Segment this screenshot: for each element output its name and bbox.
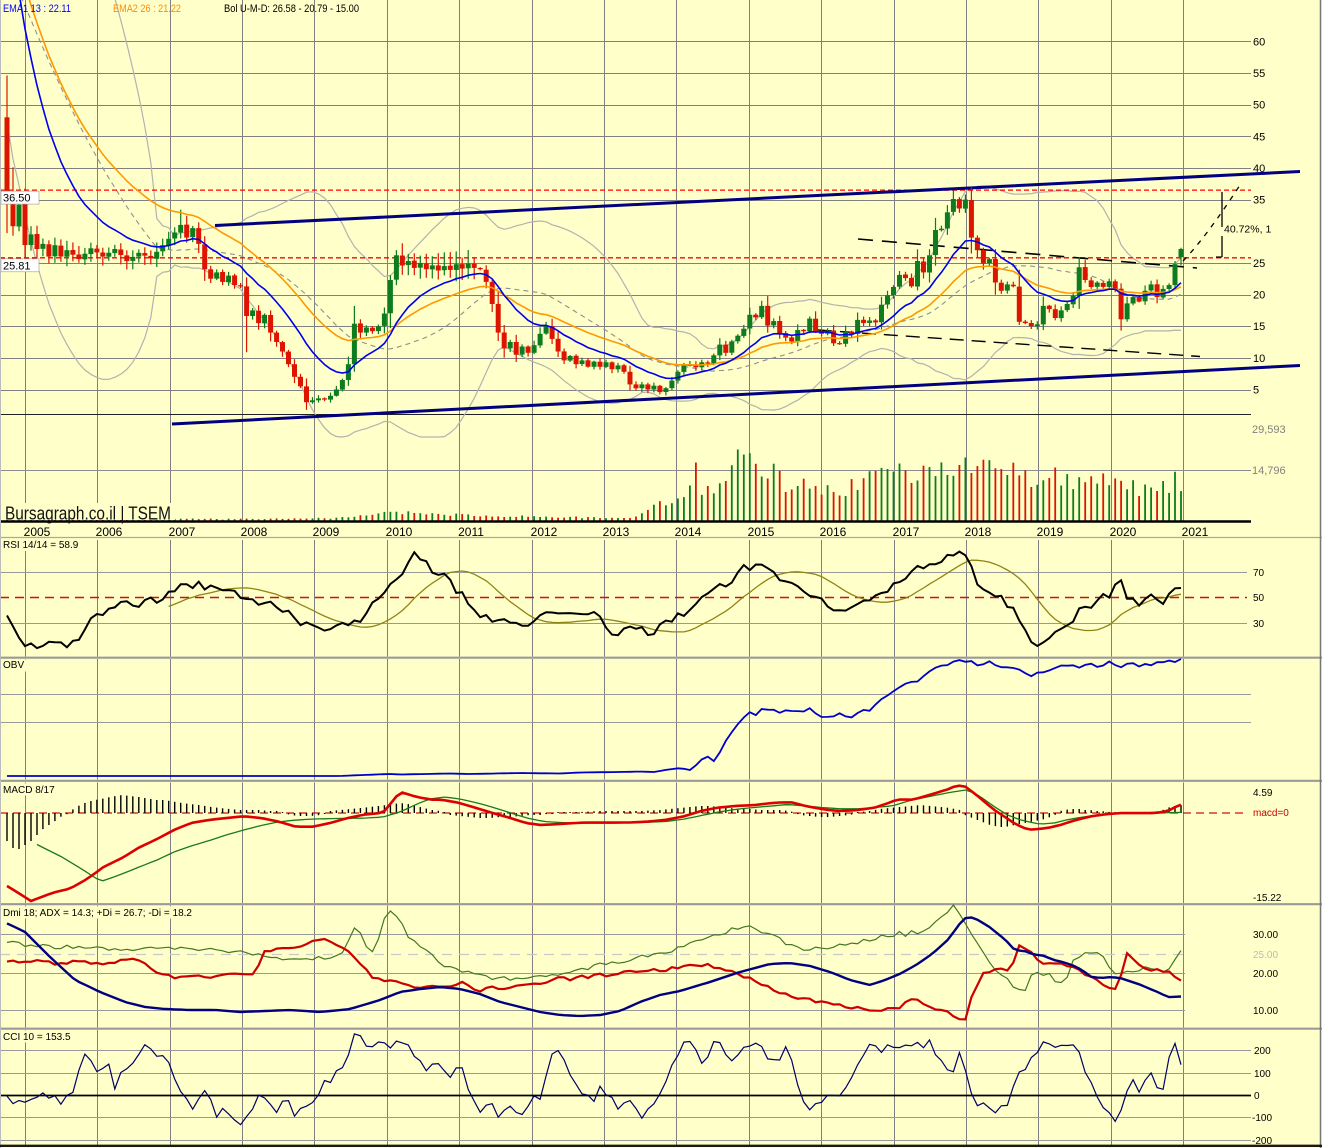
svg-text:10.00: 10.00 (1253, 1006, 1278, 1017)
svg-text:macd=0: macd=0 (1253, 808, 1289, 819)
svg-text:2017: 2017 (893, 525, 920, 539)
svg-text:2008: 2008 (241, 525, 268, 539)
svg-text:25: 25 (1253, 258, 1265, 270)
svg-text:2016: 2016 (820, 525, 847, 539)
svg-text:CCI 10 = 153.5: CCI 10 = 153.5 (3, 1032, 71, 1043)
svg-text:-200: -200 (1252, 1136, 1272, 1147)
svg-text:25.81: 25.81 (3, 260, 31, 272)
svg-text:MACD 8/17: MACD 8/17 (3, 785, 55, 796)
svg-text:2013: 2013 (603, 525, 630, 539)
svg-text:50: 50 (1253, 100, 1265, 112)
svg-text:20.00: 20.00 (1253, 969, 1278, 980)
svg-text:30.00: 30.00 (1253, 930, 1278, 941)
svg-text:Bursagraph.co.il | TSEM: Bursagraph.co.il | TSEM (5, 504, 171, 524)
svg-text:55: 55 (1253, 68, 1265, 80)
svg-text:30: 30 (1253, 619, 1265, 630)
svg-text:2014: 2014 (675, 525, 702, 539)
svg-text:2018: 2018 (965, 525, 992, 539)
svg-text:2015: 2015 (748, 525, 775, 539)
svg-text:2019: 2019 (1037, 525, 1064, 539)
svg-text:2007: 2007 (169, 525, 196, 539)
svg-text:35: 35 (1253, 195, 1265, 207)
svg-text:EMA1 13 : 22.11: EMA1 13 : 22.11 (3, 3, 71, 15)
svg-text:40: 40 (1253, 163, 1265, 175)
svg-text:2009: 2009 (313, 525, 340, 539)
svg-text:EMA2 26 : 21.22: EMA2 26 : 21.22 (113, 3, 181, 15)
svg-text:2010: 2010 (386, 525, 413, 539)
svg-text:Bol U-M-D: 26.58 - 20.79 - 15.: Bol U-M-D: 26.58 - 20.79 - 15.00 (224, 3, 359, 15)
svg-text:4.59: 4.59 (1253, 788, 1273, 799)
svg-text:2011: 2011 (458, 525, 484, 539)
svg-text:2006: 2006 (96, 525, 123, 539)
svg-text:20: 20 (1253, 290, 1265, 302)
svg-text:OBV: OBV (3, 660, 24, 671)
svg-text:50: 50 (1253, 593, 1265, 604)
svg-text:2020: 2020 (1110, 525, 1137, 539)
svg-text:2021: 2021 (1182, 525, 1209, 539)
svg-text:200: 200 (1254, 1046, 1271, 1057)
svg-text:36.50: 36.50 (3, 193, 31, 205)
svg-text:40.72%, 1: 40.72%, 1 (1224, 224, 1271, 236)
svg-text:29,593: 29,593 (1252, 424, 1286, 436)
svg-text:100: 100 (1254, 1069, 1271, 1080)
svg-text:Dmi 18; ADX = 14.3; +Di = 26.7: Dmi 18; ADX = 14.3; +Di = 26.7; -Di = 18… (3, 908, 192, 919)
svg-text:0: 0 (1254, 1091, 1260, 1102)
svg-text:RSI 14/14 = 58.9: RSI 14/14 = 58.9 (3, 540, 79, 551)
svg-text:45: 45 (1253, 131, 1265, 143)
svg-text:25.00: 25.00 (1253, 950, 1278, 961)
svg-text:5: 5 (1253, 385, 1259, 397)
svg-text:10: 10 (1253, 353, 1265, 365)
svg-text:2012: 2012 (531, 525, 558, 539)
svg-text:70: 70 (1253, 568, 1265, 579)
svg-text:-15.22: -15.22 (1253, 893, 1282, 904)
svg-text:15: 15 (1253, 321, 1265, 333)
svg-text:-100: -100 (1252, 1113, 1272, 1124)
svg-text:2005: 2005 (24, 525, 51, 539)
svg-text:60: 60 (1253, 36, 1265, 48)
svg-text:14,796: 14,796 (1252, 465, 1286, 477)
